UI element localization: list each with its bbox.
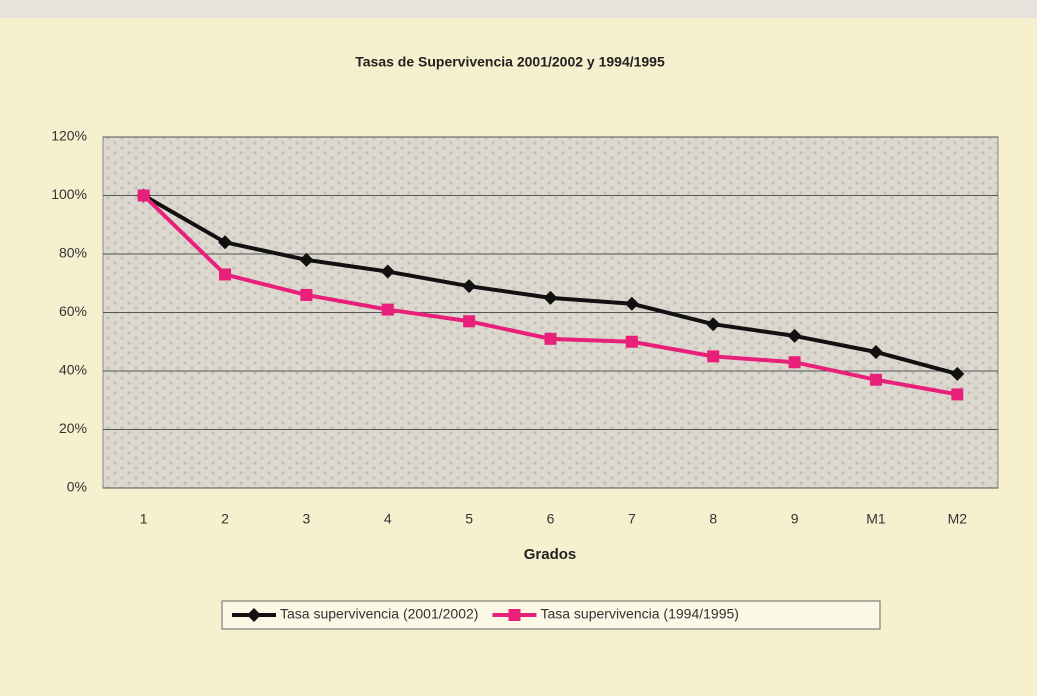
- x-tick-label: 1: [140, 511, 148, 527]
- legend-box: [221, 600, 881, 630]
- data-point: [463, 315, 476, 328]
- data-point: [706, 317, 721, 332]
- x-axis-title: Grados: [524, 546, 577, 563]
- y-tick-label: 0%: [67, 479, 87, 495]
- x-tick-label: 6: [547, 511, 555, 527]
- data-point: [137, 189, 150, 202]
- x-tick-label: 8: [709, 511, 717, 527]
- y-tick-label: 120%: [51, 128, 87, 144]
- x-tick-label: 3: [303, 511, 311, 527]
- data-point: [299, 252, 314, 267]
- data-point: [462, 279, 477, 294]
- y-tick-label: 40%: [59, 362, 87, 378]
- chart-title: Tasas de Supervivencia 2001/2002 y 1994/…: [355, 54, 665, 70]
- data-point: [787, 328, 802, 343]
- x-tick-label: 7: [628, 511, 636, 527]
- legend-label: Tasa supervivencia (2001/2002): [280, 606, 478, 622]
- data-point: [300, 288, 313, 301]
- x-tick-label: 5: [465, 511, 473, 527]
- data-point: [950, 366, 965, 381]
- y-tick-label: 60%: [59, 303, 87, 319]
- x-tick-label: 9: [791, 511, 799, 527]
- data-point: [707, 350, 720, 363]
- legend-marker: [247, 608, 261, 622]
- legend-label: Tasa supervivencia (1994/1995): [540, 606, 738, 622]
- y-tick-label: 100%: [51, 186, 87, 202]
- y-tick-label: 20%: [59, 420, 87, 436]
- data-point: [951, 388, 964, 401]
- data-point: [381, 303, 394, 316]
- data-point: [219, 268, 232, 281]
- data-point: [624, 296, 639, 311]
- x-tick-label: 4: [384, 511, 392, 527]
- x-tick-label: M2: [948, 511, 968, 527]
- legend-marker: [508, 609, 521, 621]
- x-tick-label: 2: [221, 511, 229, 527]
- top-strip: [0, 0, 1037, 18]
- data-point: [868, 344, 883, 359]
- data-point: [625, 335, 638, 348]
- data-point: [543, 290, 558, 305]
- data-point: [869, 373, 882, 386]
- data-point: [544, 332, 557, 345]
- data-point: [788, 356, 801, 369]
- data-point: [218, 235, 233, 250]
- y-tick-label: 80%: [59, 245, 87, 261]
- x-tick-label: M1: [866, 511, 886, 527]
- data-point: [380, 264, 395, 279]
